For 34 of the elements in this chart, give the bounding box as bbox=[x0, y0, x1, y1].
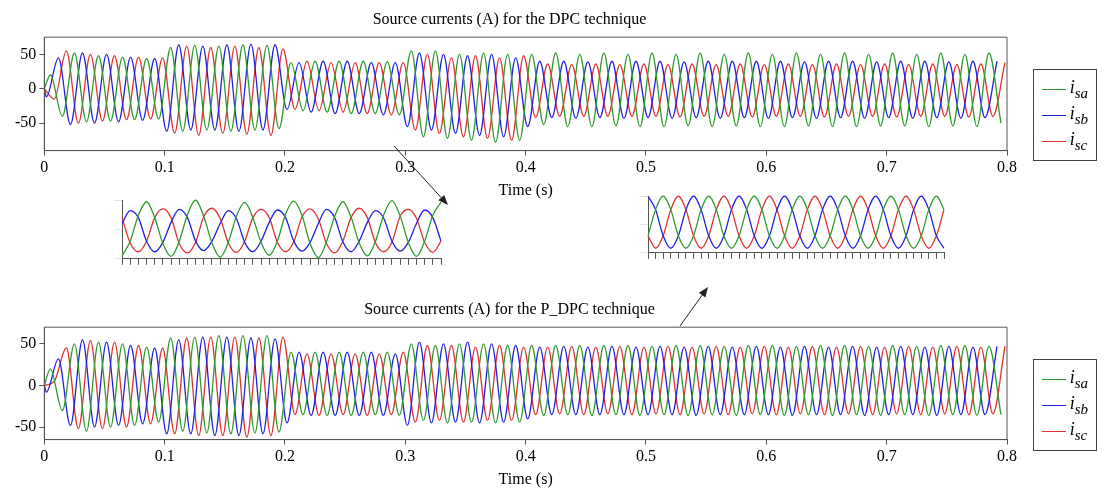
x-axis-title: Time (s) bbox=[498, 469, 553, 488]
x-tick-label: 0.5 bbox=[636, 158, 656, 176]
x-tick-label: 0.7 bbox=[876, 158, 897, 176]
x-tick-label: 0 bbox=[40, 447, 49, 465]
x-tick-label: 0.7 bbox=[876, 447, 897, 465]
y-tick-label: 0 bbox=[28, 78, 37, 96]
chart-title: Source currents (A) for the P_DPC technique bbox=[364, 299, 655, 318]
x-tick-label: 0.1 bbox=[154, 158, 175, 176]
x-tick-label: 0.8 bbox=[997, 447, 1017, 465]
chart-title: Source currents (A) for the DPC technique bbox=[372, 9, 647, 28]
x-tick-label: 0.2 bbox=[275, 158, 295, 176]
x-tick-label: 0.4 bbox=[515, 158, 536, 176]
legend-label: i$_{sb}$ bbox=[1069, 392, 1088, 418]
x-axis-title: Time (s) bbox=[498, 180, 553, 199]
y-tick-label: 50 bbox=[20, 334, 37, 352]
x-tick-label: 0.1 bbox=[154, 447, 175, 465]
x-tick-label: 0 bbox=[40, 158, 49, 176]
x-tick-label: 0.5 bbox=[636, 447, 656, 465]
x-tick-label: 0.6 bbox=[756, 447, 777, 465]
legend-label: i$_{sa}$ bbox=[1069, 77, 1088, 102]
legend-label: i$_{sc}$ bbox=[1069, 129, 1088, 154]
x-tick-label: 0.2 bbox=[275, 447, 295, 465]
y-tick-label: 0 bbox=[28, 375, 37, 393]
x-tick-label: 0.3 bbox=[395, 447, 416, 465]
legend-label: i$_{sb}$ bbox=[1069, 103, 1088, 128]
y-tick-label: 50 bbox=[20, 44, 37, 62]
y-tick-label: -50 bbox=[15, 417, 37, 435]
legend-label: i$_{sa}$ bbox=[1069, 366, 1088, 392]
x-tick-label: 0.8 bbox=[997, 158, 1017, 176]
legend-label: i$_{sc}$ bbox=[1069, 418, 1088, 444]
x-tick-label: 0.6 bbox=[756, 158, 777, 176]
x-tick-label: 0.3 bbox=[395, 158, 416, 176]
y-tick-label: -50 bbox=[15, 113, 37, 131]
x-tick-label: 0.4 bbox=[515, 447, 536, 465]
